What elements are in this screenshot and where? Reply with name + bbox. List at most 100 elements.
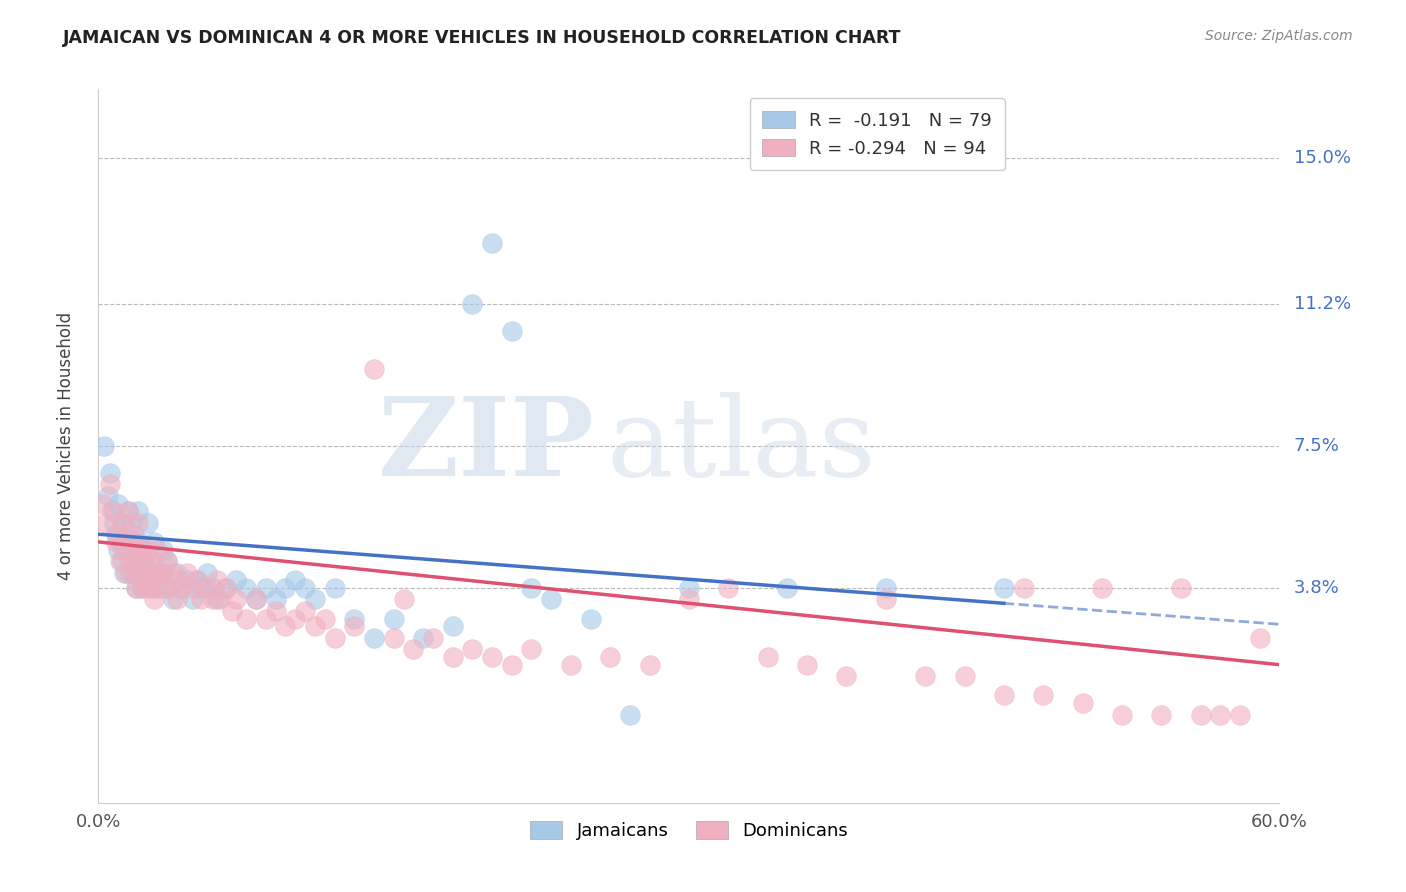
Point: [138, 581, 160, 595]
Point: [1229, 707, 1251, 722]
Point: [107, 497, 129, 511]
Point: [1091, 581, 1114, 595]
Point: [678, 581, 700, 595]
Point: [112, 516, 135, 530]
Point: [105, 527, 128, 541]
Text: Source: ZipAtlas.com: Source: ZipAtlas.com: [1205, 29, 1353, 43]
Point: [103, 516, 125, 530]
Point: [127, 516, 149, 530]
Point: [121, 542, 143, 557]
Text: ZIP: ZIP: [378, 392, 595, 500]
Point: [142, 535, 165, 549]
Point: [176, 566, 198, 580]
Point: [560, 657, 582, 672]
Point: [215, 581, 238, 595]
Point: [776, 581, 799, 595]
Point: [756, 650, 779, 665]
Point: [481, 650, 503, 665]
Point: [156, 581, 179, 595]
Point: [152, 566, 174, 580]
Point: [91, 497, 114, 511]
Point: [314, 612, 336, 626]
Point: [953, 669, 976, 683]
Point: [166, 574, 188, 588]
Point: [254, 581, 277, 595]
Point: [264, 592, 287, 607]
Point: [135, 574, 157, 588]
Point: [112, 566, 135, 580]
Point: [1012, 581, 1035, 595]
Point: [131, 542, 153, 557]
Point: [1170, 581, 1192, 595]
Point: [150, 581, 173, 595]
Point: [128, 566, 150, 580]
Point: [93, 439, 115, 453]
Point: [1209, 707, 1232, 722]
Point: [225, 574, 247, 588]
Point: [142, 592, 165, 607]
Point: [993, 689, 1015, 703]
Point: [520, 642, 543, 657]
Point: [235, 581, 257, 595]
Point: [103, 504, 125, 518]
Point: [131, 542, 153, 557]
Point: [118, 542, 141, 557]
Point: [141, 554, 163, 568]
Point: [128, 535, 150, 549]
Point: [422, 631, 444, 645]
Point: [142, 566, 165, 580]
Point: [195, 566, 218, 580]
Point: [717, 581, 740, 595]
Point: [101, 504, 124, 518]
Point: [142, 554, 165, 568]
Point: [461, 642, 484, 657]
Point: [1071, 696, 1094, 710]
Point: [121, 516, 143, 530]
Point: [481, 235, 503, 250]
Point: [186, 574, 208, 588]
Point: [162, 566, 184, 580]
Point: [392, 592, 415, 607]
Point: [195, 581, 218, 595]
Point: [363, 631, 385, 645]
Point: [993, 581, 1015, 595]
Point: [122, 535, 145, 549]
Point: [138, 566, 160, 580]
Point: [412, 631, 434, 645]
Point: [274, 581, 297, 595]
Point: [146, 566, 169, 580]
Point: [323, 581, 346, 595]
Point: [115, 542, 138, 557]
Point: [245, 592, 267, 607]
Point: [156, 581, 179, 595]
Point: [343, 612, 366, 626]
Point: [181, 592, 204, 607]
Point: [166, 592, 188, 607]
Point: [125, 581, 148, 595]
Point: [284, 612, 307, 626]
Point: [190, 581, 212, 595]
Point: [117, 504, 139, 518]
Point: [122, 566, 145, 580]
Point: [117, 527, 139, 541]
Point: [166, 566, 188, 580]
Point: [128, 566, 150, 580]
Point: [132, 554, 155, 568]
Point: [96, 516, 118, 530]
Point: [118, 566, 141, 580]
Point: [254, 612, 277, 626]
Point: [540, 592, 562, 607]
Point: [875, 581, 897, 595]
Point: [501, 324, 523, 338]
Y-axis label: 4 or more Vehicles in Household: 4 or more Vehicles in Household: [56, 312, 75, 580]
Point: [599, 650, 621, 665]
Point: [382, 631, 405, 645]
Point: [796, 657, 818, 672]
Point: [150, 566, 173, 580]
Point: [323, 631, 346, 645]
Point: [170, 581, 193, 595]
Point: [201, 592, 224, 607]
Point: [215, 581, 238, 595]
Point: [111, 516, 134, 530]
Point: [181, 581, 204, 595]
